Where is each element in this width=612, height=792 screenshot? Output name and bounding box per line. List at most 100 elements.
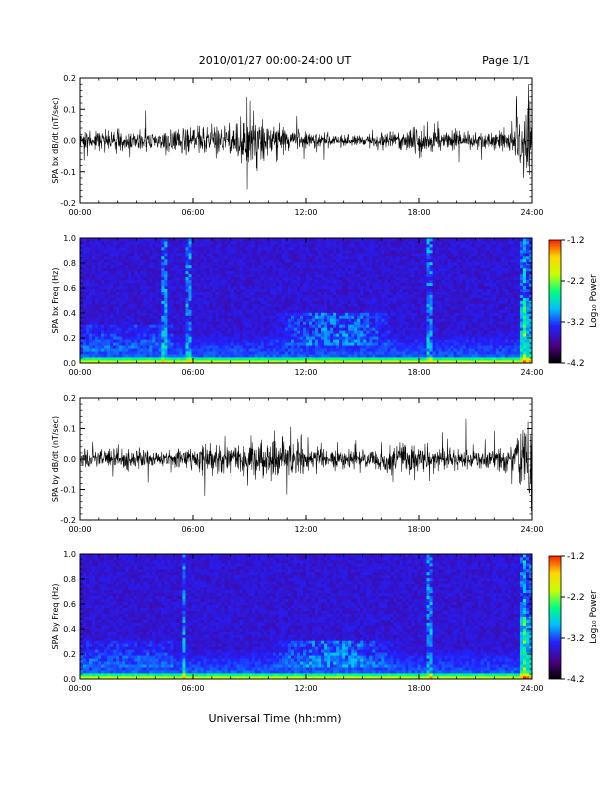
spectrogram-cell <box>134 282 138 287</box>
spectrogram-cell <box>260 300 265 304</box>
spectrogram-cell <box>80 333 84 337</box>
spectrogram-cell <box>348 351 352 355</box>
spectrogram-cell <box>218 261 223 266</box>
spectrogram-cell <box>423 238 427 242</box>
spectrogram-cell <box>333 348 337 352</box>
spectrogram-cell <box>384 342 388 346</box>
spectrogram-cell <box>146 336 150 340</box>
spectrogram-cell <box>137 238 141 242</box>
spectrogram-cell <box>327 285 331 289</box>
spectrogram-cell <box>357 324 361 328</box>
spectrogram-cell <box>86 282 90 287</box>
spectrogram-cell <box>363 339 367 343</box>
spectrogram-cell <box>272 300 277 304</box>
spectrogram-cell <box>185 294 189 298</box>
spectrogram-cell <box>384 294 388 298</box>
spectrogram-cell <box>122 300 126 304</box>
spectrogram-cell <box>125 276 129 281</box>
spectrogram-cell <box>203 291 207 295</box>
spectrogram-cell <box>357 291 361 295</box>
spectrogram-cell <box>420 261 424 266</box>
spectrogram-cell <box>390 342 394 346</box>
spectrogram-cell <box>230 294 235 298</box>
spectrogram-cell <box>345 258 349 263</box>
spectrogram-cell <box>306 252 310 257</box>
spectrogram-cell <box>110 312 114 316</box>
spectrogram-cell <box>417 300 421 304</box>
spectrogram-cell <box>354 315 358 319</box>
spectrogram-cell <box>293 291 298 295</box>
spectrogram-cell <box>203 321 207 325</box>
spectrogram-cell <box>420 309 424 313</box>
spectrogram-cell <box>327 270 331 275</box>
spectrogram-cell <box>197 282 201 287</box>
spectrogram-cell <box>366 279 370 284</box>
spectrogram-cell <box>339 348 343 352</box>
spectrogram-cell <box>107 354 111 358</box>
spectrogram-cell <box>119 306 123 310</box>
spectrogram-cell <box>92 342 96 346</box>
spectrogram-cell <box>122 246 126 251</box>
spectrogram-cell <box>378 315 382 319</box>
spectrogram-cell <box>242 282 247 287</box>
spectrogram-cell <box>146 345 150 349</box>
spectrogram-cell <box>345 327 349 331</box>
spectrogram-cell <box>140 249 144 254</box>
spectrogram-cell <box>215 333 220 337</box>
spectrogram-cell <box>381 240 385 245</box>
spectrogram-cell <box>152 315 156 319</box>
spectrogram-cell <box>119 249 123 254</box>
spectrogram-cell <box>293 255 298 260</box>
spectrogram-cell <box>357 261 361 266</box>
spectrogram-cell <box>218 255 223 260</box>
spectrogram-cell <box>215 276 220 281</box>
spectrogram-cell <box>399 321 403 325</box>
spectrogram-cell <box>110 360 114 364</box>
spectrogram-cell <box>101 327 105 331</box>
spectrogram-cell <box>381 312 385 316</box>
spectrogram-cell <box>348 270 352 275</box>
spectrogram-cell <box>363 249 367 254</box>
spectrogram-cell <box>251 258 256 263</box>
spectrogram-cell <box>170 333 174 337</box>
spectrogram-cell <box>417 321 421 325</box>
spectrogram-cell <box>146 291 150 295</box>
spectrogram-cell <box>221 321 226 325</box>
spectrogram-cell <box>254 294 259 298</box>
spectrogram-cell <box>284 238 289 242</box>
spectrogram-cell <box>86 255 90 260</box>
spectrogram-cell <box>405 273 409 278</box>
spectrogram-cell <box>315 300 319 304</box>
spectrogram-cell <box>137 315 141 319</box>
spectrogram-cell <box>299 297 304 301</box>
spectrogram-cell <box>158 258 162 263</box>
spectrogram-cell <box>327 303 331 307</box>
spectrogram-cell <box>95 249 99 254</box>
spectrogram-cell <box>278 318 283 322</box>
spectrogram-cell <box>182 288 186 292</box>
spectrogram-cell <box>173 321 177 325</box>
spectrogram-cell <box>366 243 370 248</box>
spectrogram-cell <box>272 267 277 272</box>
spectrogram-cell <box>260 285 265 289</box>
spectrogram-cell <box>197 258 201 263</box>
spectrogram-cell <box>363 342 367 346</box>
spectrogram-cell <box>378 330 382 334</box>
spectrogram-cell <box>134 258 138 263</box>
spectrogram-cell <box>158 238 162 242</box>
spectrogram-cell <box>80 279 84 284</box>
spectrogram-cell <box>354 312 358 316</box>
spectrogram-cell <box>299 252 304 257</box>
spectrogram-cell <box>408 291 412 295</box>
spectrogram-cell <box>170 258 174 263</box>
spectrogram-cell <box>324 243 328 248</box>
spectrogram-cell <box>92 339 96 343</box>
spectrogram-cell <box>128 315 132 319</box>
spectrogram-cell <box>137 342 141 346</box>
spectrogram-cell <box>263 243 268 248</box>
spectrogram-cell <box>122 315 126 319</box>
spectrogram-cell <box>302 360 307 364</box>
spectrogram-cell <box>104 303 108 307</box>
spectrogram-cell <box>86 246 90 251</box>
spectrogram-cell <box>242 321 247 325</box>
